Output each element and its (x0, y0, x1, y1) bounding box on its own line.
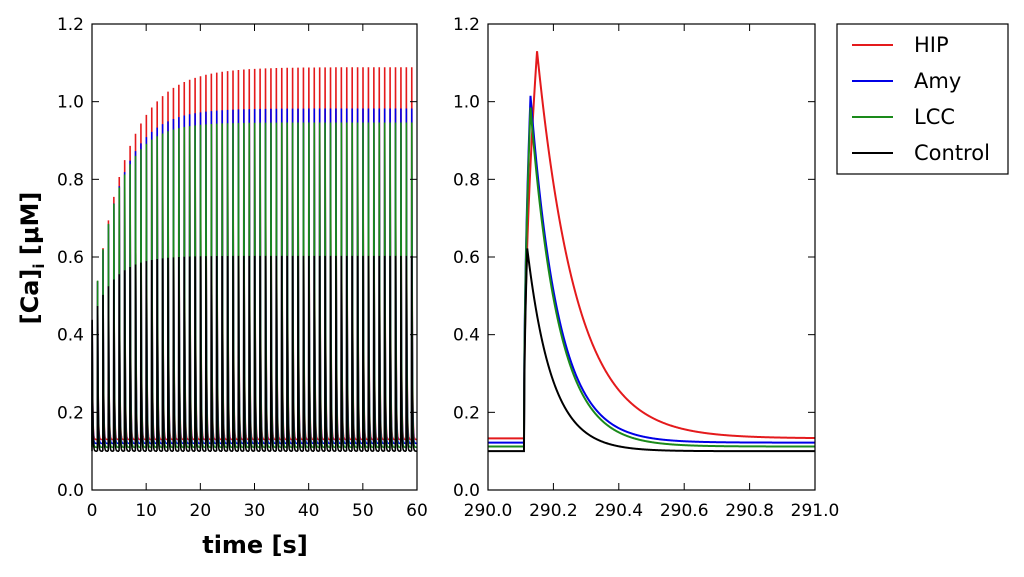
right-ytick-label: 0.8 (453, 170, 480, 190)
left-xtick-label: 60 (406, 501, 428, 521)
left-xtick-label: 30 (244, 501, 266, 521)
right-plot-lines (488, 51, 816, 453)
right-ticks: 290.0 290.2 290.4 290.6 290.8 291.0 0.0 0.2 0.4 0… (453, 15, 839, 521)
left-xtick-label: 40 (298, 501, 320, 521)
right-ytick-label: 1.2 (453, 15, 480, 35)
left-ylabel-unit: [μM] (16, 192, 44, 255)
right-xtick-label: 291.0 (791, 501, 840, 521)
left-xtick-label: 0 (87, 501, 98, 521)
legend-entries: HIP Amy LCC Control (852, 33, 990, 165)
left-ytick-label: 1.2 (57, 15, 84, 35)
right-series-hip (488, 51, 816, 440)
left-ticks: 0 10 20 30 40 50 60 0.0 0.2 0.4 0.6 0.8 1.0 1.2 (57, 15, 428, 521)
right-xtick-label: 290.2 (529, 501, 578, 521)
right-xtick-label: 290.6 (660, 501, 709, 521)
legend: HIP Amy LCC Control (836, 23, 1009, 175)
left-xtick-label: 10 (135, 501, 157, 521)
left-ytick-label: 0.2 (57, 403, 84, 423)
left-ylabel: [Ca]i [μM] (16, 192, 48, 325)
right-ytick-label: 0.2 (453, 403, 480, 423)
left-ylabel-subscript: i (30, 263, 48, 268)
right-series-amy (488, 95, 815, 444)
right-series-lcc (488, 107, 815, 448)
left-series-control (91, 255, 417, 452)
legend-label-amy: Amy (914, 69, 961, 93)
right-ytick-label: 0.6 (453, 248, 480, 268)
legend-label-hip: HIP (914, 33, 949, 57)
left-ylabel-main: [Ca] (16, 269, 44, 325)
left-xlabel: time [s] (202, 531, 308, 559)
left-ytick-label: 1.0 (57, 93, 84, 113)
left-ylabel-spacer (16, 255, 44, 263)
right-xtick-label: 290.4 (594, 501, 643, 521)
legend-label-control: Control (914, 141, 990, 165)
right-xtick-label: 290.0 (464, 501, 513, 521)
left-ytick-label: 0.4 (57, 326, 84, 346)
right-ytick-label: 0.0 (453, 481, 480, 501)
left-xtick-label: 50 (352, 501, 374, 521)
right-series-control (488, 248, 815, 453)
left-ytick-label: 0.8 (57, 170, 84, 190)
left-ytick-label: 0.6 (57, 248, 84, 268)
left-plot-lines (91, 67, 418, 452)
right-panel: 290.0 290.2 290.4 290.6 290.8 291.0 0.0 0.2 0.4 0… (453, 15, 839, 521)
left-xtick-label: 20 (190, 501, 212, 521)
right-ytick-label: 1.0 (453, 93, 480, 113)
right-xtick-label: 290.8 (725, 501, 774, 521)
left-ytick-label: 0.0 (57, 481, 84, 501)
legend-label-lcc: LCC (914, 105, 955, 129)
left-panel: 0 10 20 30 40 50 60 0.0 0.2 0.4 0.6 0.8 1.0 1.2 time … (16, 15, 428, 559)
right-ytick-label: 0.4 (453, 326, 480, 346)
legend-frame (836, 23, 1009, 175)
